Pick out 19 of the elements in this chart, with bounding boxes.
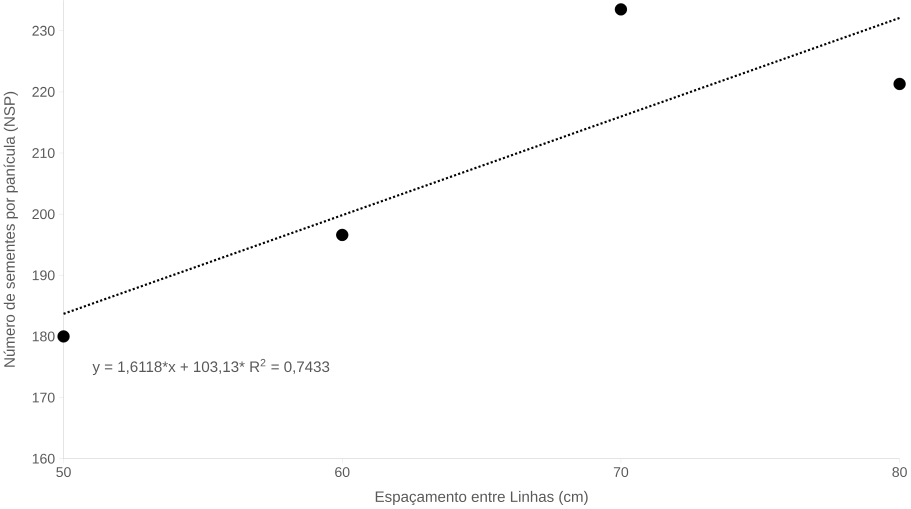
x-tick-label: 70	[614, 467, 628, 478]
x-tick-label: 50	[56, 467, 71, 478]
y-tick-label: 230	[32, 26, 55, 36]
point	[893, 78, 906, 90]
point	[57, 330, 70, 343]
x-tick-label: 80	[892, 467, 907, 478]
point	[614, 3, 628, 16]
x-axis-title: Espaçamento entre Linhas (cm)	[376, 491, 588, 506]
y-axis-title: Número de sementes por panícula (NSP)	[4, 92, 18, 367]
y-tick-label: 220	[32, 87, 55, 98]
y-tick-label: 180	[32, 332, 55, 342]
y-tick-label: 190	[32, 270, 55, 280]
y-tick-label: 200	[32, 209, 55, 220]
x-tick-label: 60	[335, 467, 350, 478]
y-tick-label: 160	[32, 454, 55, 464]
y-tick-label: 170	[32, 392, 55, 403]
y-tick-label: 210	[32, 148, 55, 158]
point	[336, 228, 348, 242]
annotation: y = 1,6118*x + 103,13* R$^{2}$ = 0,7433	[92, 359, 330, 376]
